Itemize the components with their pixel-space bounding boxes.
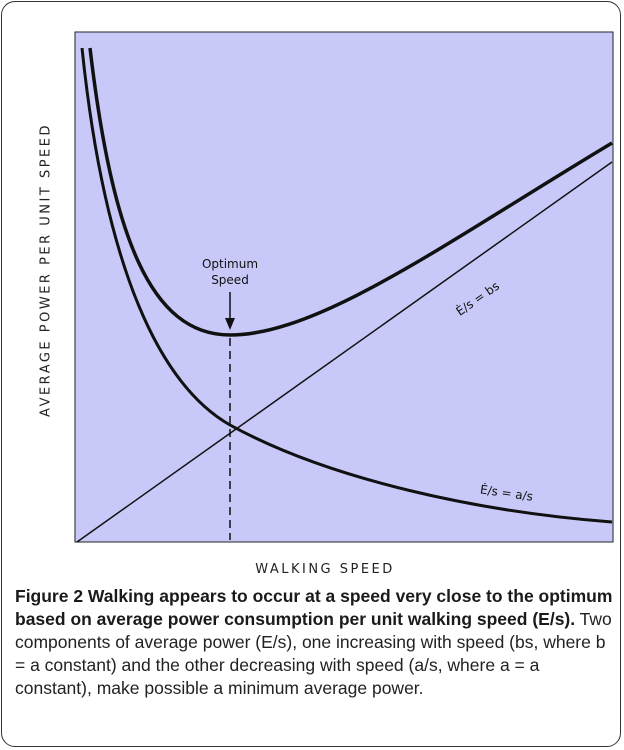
x-axis-label: WALKING SPEED [255,562,395,577]
curve-label: Ė/s = a/s [479,481,534,503]
caption: Figure 2 Walking appears to occur at a s… [15,585,615,700]
figure: AVERAGE POWER PER UNIT SPEED WALKING SPE… [39,31,614,577]
optimum-label: Optimum [202,257,258,271]
caption-text: Two components of average power (E/s), o… [15,609,612,698]
total-curve [88,47,613,337]
plot-area [74,31,614,543]
arrow-head [225,318,235,330]
linear-line [76,161,613,543]
optimum-label: Speed [211,273,249,287]
y-axis-label: AVERAGE POWER PER UNIT SPEED [39,123,54,417]
caption-title: Figure 2 Walking appears to occur at a s… [15,586,613,629]
hyperbola-curve [80,47,613,524]
